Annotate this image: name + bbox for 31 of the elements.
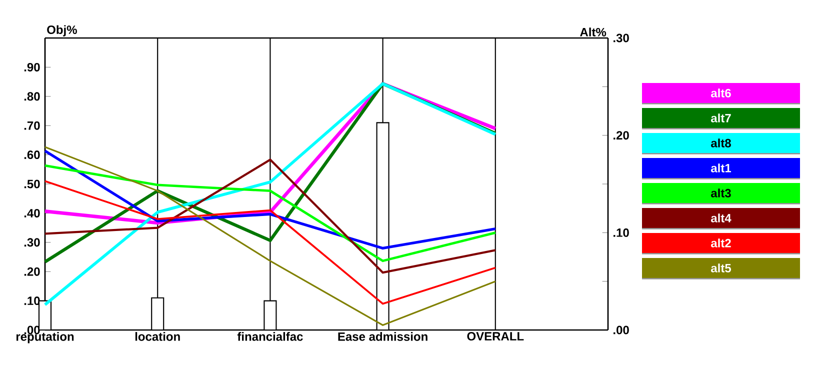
- y2-tick-label: .00: [614, 326, 629, 334]
- y-tick-label: .40: [24, 208, 40, 218]
- text: alt2: [711, 238, 731, 248]
- y2-tick-label: .10: [614, 228, 629, 237]
- y-axis-title: Obj%: [47, 25, 77, 36]
- y-tick-label: .30: [24, 238, 40, 247]
- y2-tick-label: .20: [614, 131, 629, 140]
- y-tick-label: .70: [24, 121, 40, 130]
- y-tick-label: .20: [24, 267, 40, 276]
- x-tick-label: reputation: [16, 332, 74, 344]
- y2-axis-title: Alt%: [580, 28, 606, 36]
- text: alt5: [711, 264, 732, 272]
- line-series: [44, 146, 496, 326]
- line-series: [44, 150, 497, 250]
- x-tick-label: financialfac: [237, 332, 303, 341]
- text: alt6: [711, 88, 731, 98]
- y2-tick-label: .30: [614, 34, 629, 42]
- text: alt7: [711, 114, 731, 122]
- x-tick-label: location: [135, 332, 180, 341]
- line-series: [44, 180, 496, 305]
- text: alt1: [711, 164, 732, 172]
- line-series: [44, 82, 497, 306]
- text: alt3: [711, 188, 731, 198]
- y-tick-label: .90: [24, 62, 40, 72]
- x-tick-label: OVERALL: [467, 332, 524, 341]
- x-tick-label: Ease admission: [338, 332, 428, 341]
- y-tick-label: .80: [24, 92, 40, 101]
- text: alt4: [711, 214, 732, 222]
- y-tick-label: .60: [24, 150, 40, 160]
- y-tick-label: .50: [24, 180, 40, 188]
- text: alt8: [711, 138, 731, 148]
